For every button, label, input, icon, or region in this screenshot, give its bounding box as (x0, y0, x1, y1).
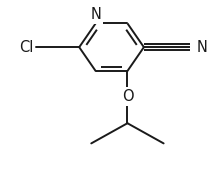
Text: N: N (196, 40, 207, 55)
Text: O: O (122, 89, 133, 104)
Text: N: N (90, 7, 101, 23)
Text: Cl: Cl (19, 40, 33, 55)
